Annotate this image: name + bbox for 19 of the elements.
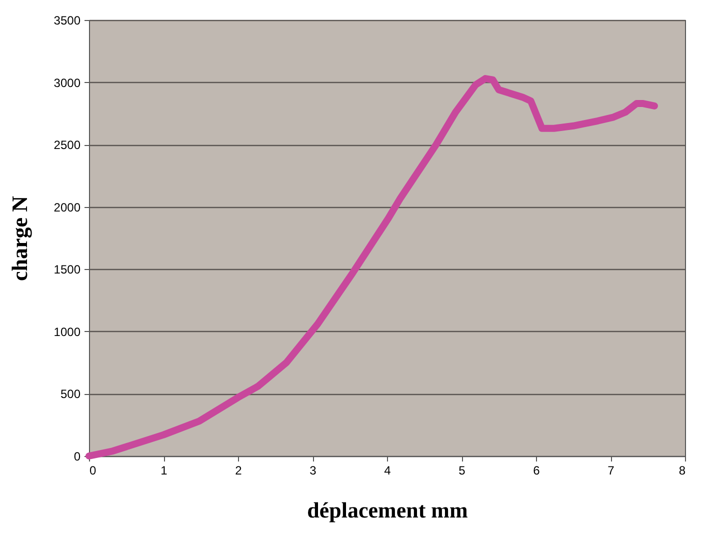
x-tick-label: 7 — [608, 464, 615, 478]
x-tick-label: 5 — [458, 464, 466, 478]
x-tick-label: 8 — [678, 464, 686, 478]
y-tick-label: 2500 — [54, 138, 81, 152]
x-tick-label: 1 — [160, 464, 168, 478]
x-tick-label: 6 — [533, 464, 540, 478]
y-tick-label: 1500 — [54, 262, 81, 277]
y-tick-label: 3000 — [54, 76, 81, 90]
x-tick-label: 2 — [235, 464, 242, 478]
x-tick-label: 0 — [90, 464, 96, 478]
y-tick-label: 500 — [60, 387, 81, 402]
y-tick-label: 0 — [74, 450, 81, 464]
x-tick-label: 3 — [310, 464, 317, 478]
y-tick-label: 2000 — [54, 200, 81, 214]
x-tick-label: 4 — [384, 464, 392, 478]
y-tick-label: 1000 — [54, 324, 81, 339]
x-axis-title: déplacement mm — [307, 498, 468, 522]
y-tick-label: 3500 — [54, 14, 81, 28]
y-axis-title: charge N — [6, 196, 32, 281]
